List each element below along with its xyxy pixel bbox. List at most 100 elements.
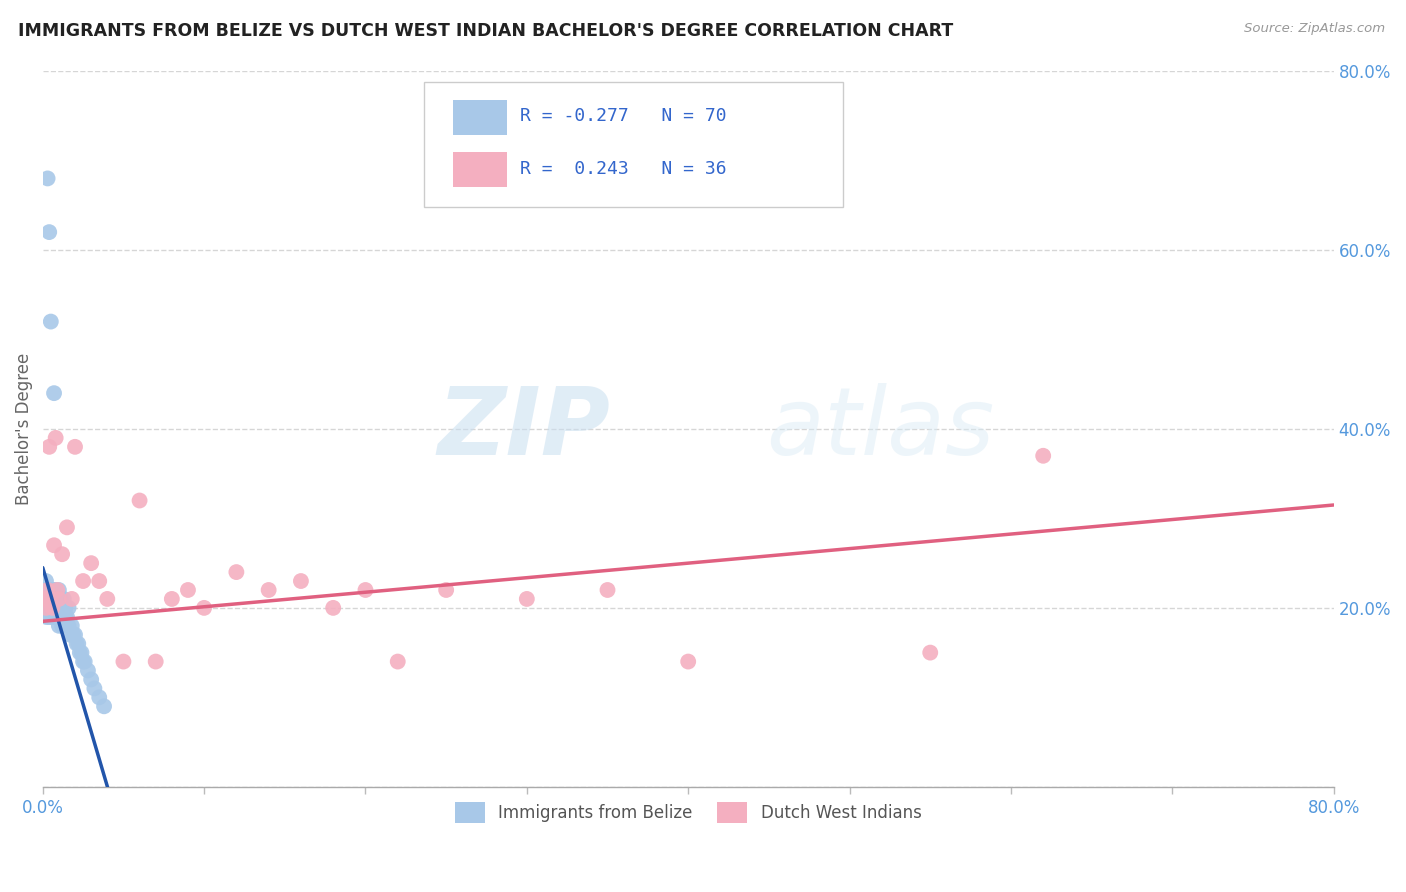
Point xyxy=(112,655,135,669)
Point xyxy=(34,591,56,606)
Point xyxy=(39,315,62,329)
Point xyxy=(51,547,73,561)
Point xyxy=(322,600,344,615)
Point xyxy=(42,610,65,624)
Point xyxy=(37,171,59,186)
Point xyxy=(48,600,70,615)
Point xyxy=(41,582,63,597)
Point xyxy=(37,610,59,624)
Point xyxy=(45,582,67,597)
Point xyxy=(46,591,69,606)
Point xyxy=(41,600,63,615)
Point xyxy=(42,386,65,401)
Point xyxy=(45,431,67,445)
Text: IMMIGRANTS FROM BELIZE VS DUTCH WEST INDIAN BACHELOR'S DEGREE CORRELATION CHART: IMMIGRANTS FROM BELIZE VS DUTCH WEST IND… xyxy=(18,22,953,40)
Point xyxy=(63,440,86,454)
Point xyxy=(96,591,118,606)
Point xyxy=(80,556,103,570)
Point xyxy=(37,600,59,615)
Text: atlas: atlas xyxy=(766,384,994,475)
Point xyxy=(72,655,94,669)
Point xyxy=(516,591,538,606)
Point xyxy=(38,582,60,597)
Point xyxy=(46,582,69,597)
Point xyxy=(34,591,56,606)
Point xyxy=(39,610,62,624)
Point xyxy=(35,610,58,624)
Point xyxy=(77,664,100,678)
Point xyxy=(38,610,60,624)
Point xyxy=(48,619,70,633)
Point xyxy=(34,600,56,615)
Point xyxy=(128,493,150,508)
Point xyxy=(48,591,70,606)
Point xyxy=(145,655,167,669)
Point xyxy=(45,610,67,624)
Point xyxy=(42,538,65,552)
Point xyxy=(35,574,58,588)
FancyBboxPatch shape xyxy=(423,82,844,207)
Point xyxy=(58,619,80,633)
Point xyxy=(58,600,80,615)
Point xyxy=(37,591,59,606)
Point xyxy=(387,655,409,669)
Point xyxy=(41,610,63,624)
Point xyxy=(56,619,79,633)
FancyBboxPatch shape xyxy=(453,152,508,187)
Legend: Immigrants from Belize, Dutch West Indians: Immigrants from Belize, Dutch West India… xyxy=(449,796,928,830)
Point xyxy=(63,628,86,642)
Point xyxy=(45,591,67,606)
Point xyxy=(37,582,59,597)
Point xyxy=(83,681,105,696)
Point xyxy=(177,582,200,597)
Point xyxy=(35,600,58,615)
Point xyxy=(52,610,75,624)
Point xyxy=(38,440,60,454)
Point xyxy=(46,600,69,615)
Point xyxy=(42,591,65,606)
Point xyxy=(596,582,619,597)
Point xyxy=(676,655,699,669)
Point xyxy=(434,582,457,597)
Point xyxy=(70,646,93,660)
Point xyxy=(37,582,59,597)
Point xyxy=(62,628,84,642)
Point xyxy=(93,699,115,714)
Point xyxy=(41,600,63,615)
Point xyxy=(1032,449,1054,463)
Point xyxy=(89,574,111,588)
Point xyxy=(51,619,73,633)
Point xyxy=(48,582,70,597)
Point xyxy=(49,610,72,624)
Point xyxy=(920,646,942,660)
Point xyxy=(290,574,312,588)
Point xyxy=(56,610,79,624)
Point xyxy=(160,591,183,606)
Point xyxy=(38,225,60,239)
Point xyxy=(60,619,83,633)
Point xyxy=(39,591,62,606)
Point xyxy=(39,582,62,597)
Point xyxy=(38,591,60,606)
Point xyxy=(38,600,60,615)
Point xyxy=(257,582,280,597)
Point xyxy=(56,520,79,534)
Point xyxy=(354,582,377,597)
Point xyxy=(225,565,247,579)
Point xyxy=(46,610,69,624)
Point xyxy=(67,637,90,651)
Point xyxy=(66,637,89,651)
Point xyxy=(49,591,72,606)
Y-axis label: Bachelor's Degree: Bachelor's Degree xyxy=(15,353,32,505)
Point xyxy=(60,591,83,606)
Point xyxy=(34,582,56,597)
FancyBboxPatch shape xyxy=(453,100,508,135)
Text: Source: ZipAtlas.com: Source: ZipAtlas.com xyxy=(1244,22,1385,36)
Point xyxy=(41,591,63,606)
Point xyxy=(39,600,62,615)
Point xyxy=(80,673,103,687)
Point xyxy=(42,600,65,615)
Text: R =  0.243   N = 36: R = 0.243 N = 36 xyxy=(520,161,727,178)
Point xyxy=(59,628,82,642)
Point xyxy=(52,591,75,606)
